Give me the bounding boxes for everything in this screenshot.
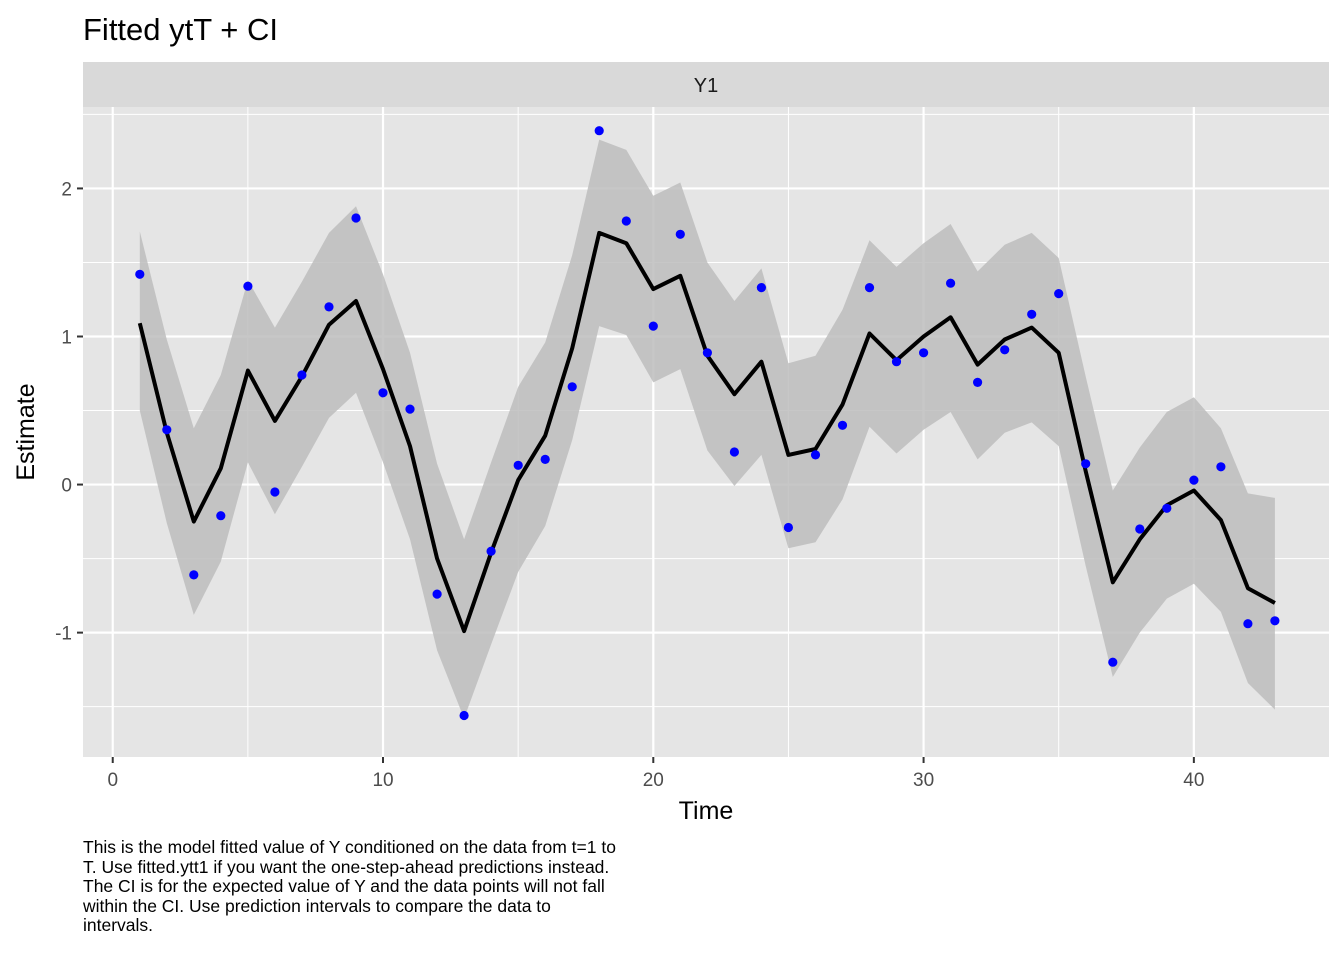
data-point	[162, 425, 172, 435]
y-tick-label: 1	[61, 327, 72, 348]
data-point	[189, 570, 199, 580]
data-point	[243, 281, 253, 291]
data-point	[567, 382, 577, 392]
data-point	[513, 460, 523, 470]
data-point	[351, 213, 361, 223]
data-point	[702, 348, 713, 358]
data-point	[324, 302, 334, 312]
data-point	[1108, 657, 1118, 667]
x-tick-label: 30	[913, 770, 934, 791]
data-point	[270, 487, 280, 497]
y-axis: -1 0 1 2	[55, 179, 83, 645]
data-point	[837, 420, 848, 430]
data-point	[621, 216, 631, 226]
data-point	[864, 283, 875, 293]
data-point	[378, 388, 388, 398]
data-point	[1270, 616, 1280, 626]
y-tick-label: 0	[61, 476, 72, 497]
chart-caption: This is the model fitted value of Y cond…	[83, 837, 616, 935]
x-tick-label: 0	[107, 770, 118, 791]
data-point	[783, 522, 794, 533]
y-tick-label: 2	[61, 179, 72, 200]
data-point	[1027, 309, 1037, 319]
data-point	[1162, 503, 1172, 513]
facet-strip	[83, 62, 1329, 107]
data-point	[405, 404, 415, 414]
data-point	[1189, 475, 1199, 485]
data-point	[1135, 524, 1145, 534]
data-point	[459, 710, 469, 721]
x-axis: 0 10 20 30 40	[107, 757, 1204, 791]
x-tick-label: 40	[1183, 770, 1204, 791]
data-point	[648, 321, 658, 331]
data-point	[594, 126, 604, 136]
data-point	[1081, 459, 1091, 469]
data-point	[675, 229, 685, 239]
data-point	[432, 589, 442, 599]
data-point	[1054, 289, 1064, 299]
data-point	[297, 370, 307, 380]
data-point	[486, 546, 496, 556]
ci-ribbon	[139, 139, 1275, 719]
data-point	[891, 357, 902, 367]
data-point	[919, 348, 929, 358]
chart-title: Fitted ytT + CI	[83, 12, 278, 47]
data-point	[1000, 345, 1010, 355]
ci-ribbon-layer	[139, 139, 1275, 719]
data-point	[729, 447, 740, 457]
data-point	[756, 283, 767, 293]
x-tick-label: 10	[372, 770, 393, 791]
data-point	[946, 278, 956, 288]
data-point	[1216, 462, 1226, 472]
x-tick-label: 20	[643, 770, 664, 791]
data-point	[216, 511, 226, 521]
y-tick-label: -1	[55, 624, 72, 645]
data-point	[810, 450, 821, 460]
data-point	[1243, 619, 1253, 629]
data-points-layer	[135, 126, 1280, 721]
data-point	[973, 377, 983, 387]
facet-label: Y1	[694, 75, 718, 97]
y-axis-title: Estimate	[12, 383, 40, 480]
data-point	[135, 269, 145, 279]
data-point	[540, 454, 550, 464]
x-axis-title: Time	[679, 797, 734, 825]
